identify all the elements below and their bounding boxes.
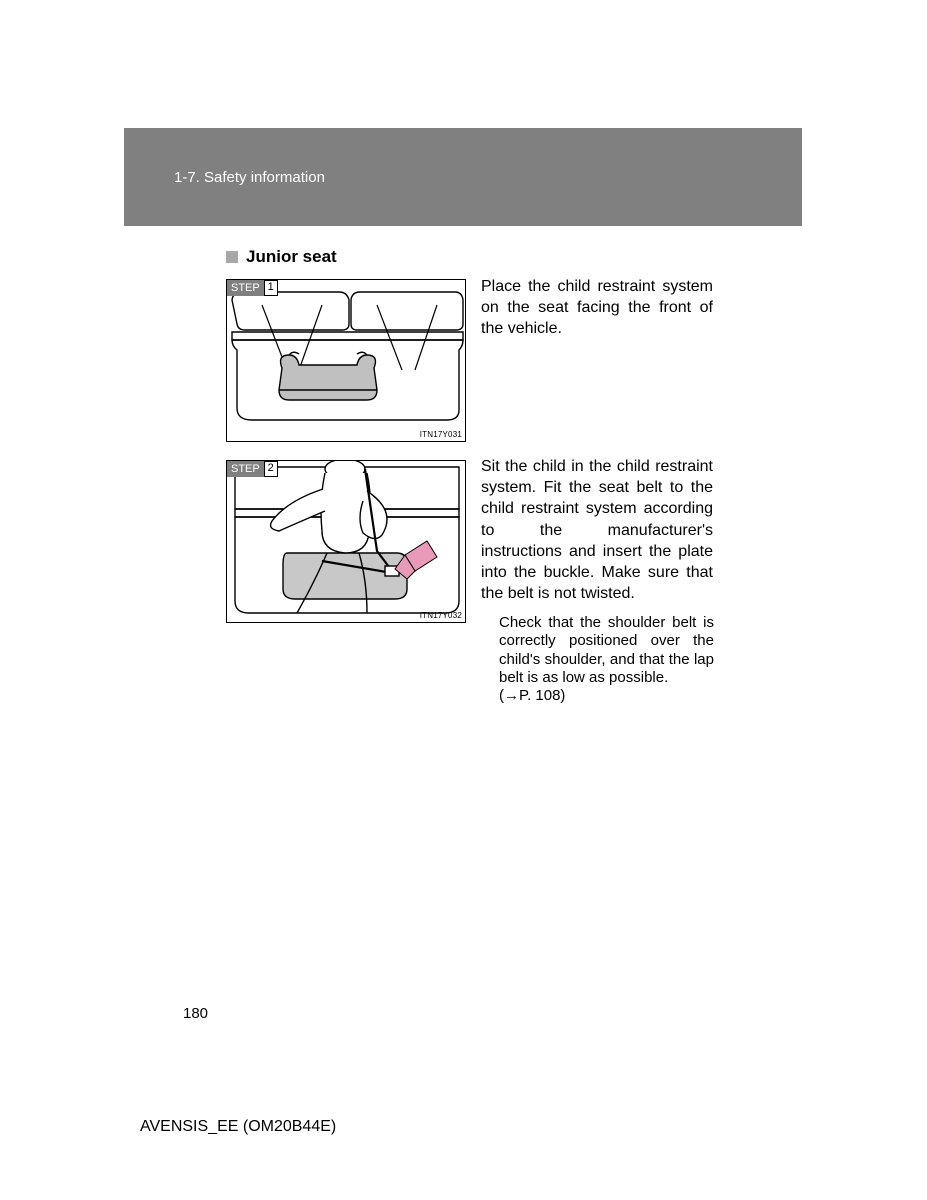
seat-illustration-1: [227, 280, 465, 441]
square-bullet-icon: [226, 251, 238, 263]
step-num: 1: [264, 280, 278, 296]
step-badge-1: STEP 1: [227, 280, 278, 296]
step-num: 2: [264, 461, 278, 477]
figure-code-1: ITN17Y031: [420, 430, 462, 439]
step-label: STEP: [227, 461, 264, 477]
section-header: 1-7. Safety information: [124, 128, 802, 226]
seat-illustration-2: [227, 461, 465, 622]
step-label: STEP: [227, 280, 264, 296]
page-number: 180: [183, 1005, 208, 1022]
figure-1: STEP 1 ITN17Y031: [226, 279, 466, 442]
section-title: Junior seat: [246, 247, 337, 267]
step-1-figure: STEP 1 ITN17Y031: [226, 279, 466, 442]
step-badge-2: STEP 2: [227, 461, 278, 477]
step-2-figure: STEP 2: [226, 460, 466, 623]
figure-code-2: ITN17Y032: [420, 611, 462, 620]
document-code: AVENSIS_EE (OM20B44E): [140, 1118, 336, 1136]
step-1-text: Place the child restraint system on the …: [481, 276, 713, 340]
step-2-ref: (→P. 108): [499, 687, 565, 704]
section-title-row: Junior seat: [226, 247, 337, 267]
figure-2: STEP 2: [226, 460, 466, 623]
section-header-text: 1-7. Safety information: [174, 169, 325, 186]
step-2-text: Sit the child in the child restraint sys…: [481, 456, 713, 604]
step-2-subnote: Check that the shoulder belt is correctl…: [499, 614, 714, 687]
